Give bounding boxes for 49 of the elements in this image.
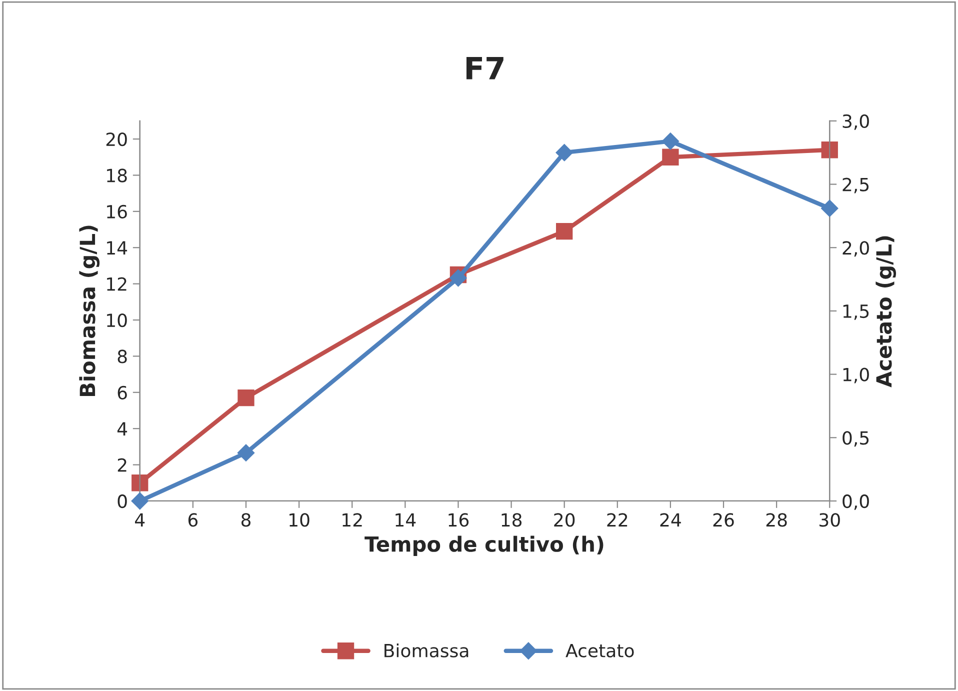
x-tick-label: 24 — [660, 513, 681, 526]
point — [132, 474, 148, 492]
point — [662, 148, 679, 166]
x-tick-label: 10 — [290, 513, 310, 527]
point — [237, 444, 255, 462]
y-tick-label: 10 — [107, 313, 127, 328]
y-tick-label: 0 — [118, 494, 127, 508]
x-tick-label: 14 — [396, 513, 416, 526]
y-tick-label: 14 — [107, 241, 128, 254]
y2-tick-label: 2,0 — [842, 241, 869, 257]
y-axis-title: Biomassa (g/L) — [79, 226, 100, 396]
x-tick-label: 26 — [713, 513, 734, 527]
x-tick-label: 4 — [135, 513, 145, 526]
point — [556, 144, 573, 162]
y-tick-label: 6 — [118, 386, 127, 400]
point — [131, 492, 148, 510]
y2-tick-label: 0,5 — [842, 431, 869, 447]
x-tick-label: 20 — [554, 513, 575, 527]
legend-label: Biomassa — [384, 643, 468, 658]
y2-tick-label: 0,0 — [842, 494, 869, 510]
x-tick-label: 6 — [188, 513, 198, 527]
y2-tick-label: 1,5 — [843, 304, 869, 320]
x-tick-label: 18 — [502, 513, 522, 527]
y-tick-label: 12 — [107, 277, 126, 291]
chart-title: F7 — [466, 56, 504, 80]
x-tick-label: 16 — [448, 513, 469, 527]
x-tick-label: 22 — [607, 513, 628, 526]
x-tick-label: 28 — [766, 513, 787, 527]
y-tick-label: 2 — [118, 458, 126, 472]
x-tick-label: 8 — [241, 513, 250, 527]
y-tick-label: 8 — [118, 350, 127, 364]
x-tick-label: 12 — [342, 513, 362, 526]
y-tick-label: 18 — [107, 168, 127, 182]
point — [556, 222, 573, 240]
y2-axis-title: Acetato (g/L) — [876, 236, 896, 388]
legend-label: Acetato — [566, 644, 634, 658]
y-tick-label: 4 — [117, 422, 128, 436]
y-tick-label: 20 — [106, 132, 127, 146]
x-axis-title: Tempo de cultivo (h) — [364, 536, 604, 556]
y2-tick-label: 2,5 — [842, 178, 869, 194]
point — [662, 132, 680, 150]
x-tick-label: 30 — [820, 513, 840, 527]
point — [238, 389, 254, 406]
point — [821, 142, 838, 158]
y-tick-label: 16 — [107, 204, 127, 219]
point — [450, 269, 467, 287]
y2-tick-label: 3,0 — [842, 114, 869, 130]
point — [821, 200, 838, 217]
y2-tick-label: 1,0 — [843, 368, 869, 384]
